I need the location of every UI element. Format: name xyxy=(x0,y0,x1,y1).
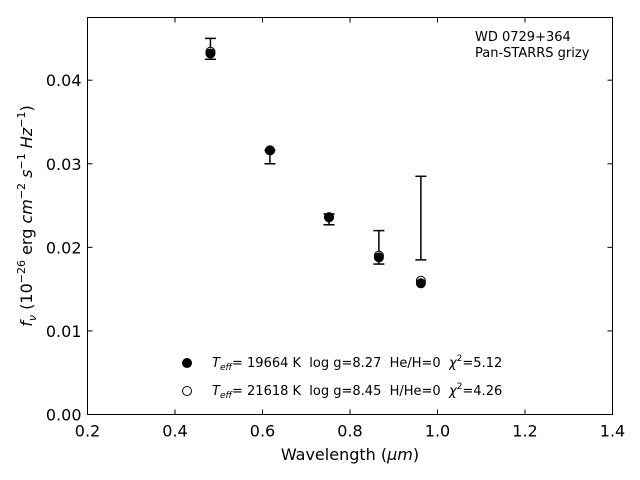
x-tick-label: 1.0 xyxy=(425,422,450,441)
legend-marker-open xyxy=(182,386,192,396)
y-tick-label: 0.01 xyxy=(46,322,82,341)
model-point-filled xyxy=(264,145,275,156)
model-point-filled xyxy=(415,278,426,289)
x-tick-label: 0.8 xyxy=(337,422,362,441)
x-axis-label: Wavelength (μm) xyxy=(281,445,419,464)
x-tick-label: 0.4 xyxy=(162,422,187,441)
error-bars xyxy=(204,37,427,265)
plot-frame xyxy=(87,17,613,415)
x-tick-label: 0.6 xyxy=(250,422,275,441)
legend-entry-2: Teff= 21618 K log g=8.45 H/He=0 χ2=4.26 xyxy=(212,382,502,401)
model-point-filled xyxy=(373,252,384,263)
y-tick-label: 0.00 xyxy=(46,406,82,425)
y-axis-label: fν (10−26 erg cm−2 s−1 Hz−1) xyxy=(15,105,39,326)
model-point-filled xyxy=(205,48,216,59)
x-tick-label: 0.2 xyxy=(75,422,100,441)
x-tick-label: 1.2 xyxy=(512,422,537,441)
legend: Teff= 19664 K log g=8.27 He/H=0 χ2=5.12 … xyxy=(182,354,502,401)
model-markers xyxy=(205,46,426,289)
legend-marker-filled xyxy=(182,358,192,368)
x-axis: 0.2 0.4 0.6 0.8 1.0 1.2 1.4 xyxy=(75,17,625,441)
legend-entry-1: Teff= 19664 K log g=8.27 He/H=0 χ2=5.12 xyxy=(212,354,502,373)
y-axis: 0.00 0.01 0.02 0.03 0.04 xyxy=(46,71,613,425)
y-tick-label: 0.02 xyxy=(46,238,82,257)
annotation-object: WD 0729+364 xyxy=(475,30,571,45)
y-tick-label: 0.04 xyxy=(46,71,82,90)
annotation-survey: Pan-STARRS grizy xyxy=(475,46,590,61)
model-point-filled xyxy=(324,212,334,223)
y-tick-label: 0.03 xyxy=(46,155,82,174)
x-tick-label: 1.4 xyxy=(600,422,625,441)
